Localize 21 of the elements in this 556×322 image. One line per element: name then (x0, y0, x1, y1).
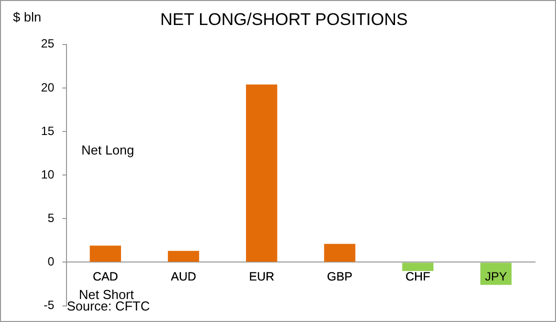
y-tick-label: 10 (40, 167, 55, 182)
chart-title: NET LONG/SHORT POSITIONS (160, 10, 408, 29)
bar (90, 246, 122, 262)
bar (246, 84, 278, 262)
x-tick-label: JPY (484, 270, 507, 284)
y-tick-label: 25 (40, 36, 55, 51)
y-tick-label: 20 (40, 80, 55, 94)
y-axis-title: $ bln (13, 10, 42, 25)
x-tick-label: EUR (248, 270, 275, 284)
y-tick-label: -5 (44, 298, 55, 312)
bar (168, 250, 200, 262)
y-tick-label: 15 (40, 124, 55, 138)
annotation: Net Long (81, 142, 134, 158)
bar (402, 262, 434, 271)
x-tick-label: AUD (170, 270, 197, 284)
bar (324, 244, 356, 262)
x-tick-label: CAD (92, 270, 118, 284)
y-tick-label: 5 (48, 210, 55, 225)
x-tick-label: GBP (327, 270, 352, 284)
y-tick-label: 0 (48, 254, 55, 269)
x-tick-label: CHF (406, 270, 430, 284)
